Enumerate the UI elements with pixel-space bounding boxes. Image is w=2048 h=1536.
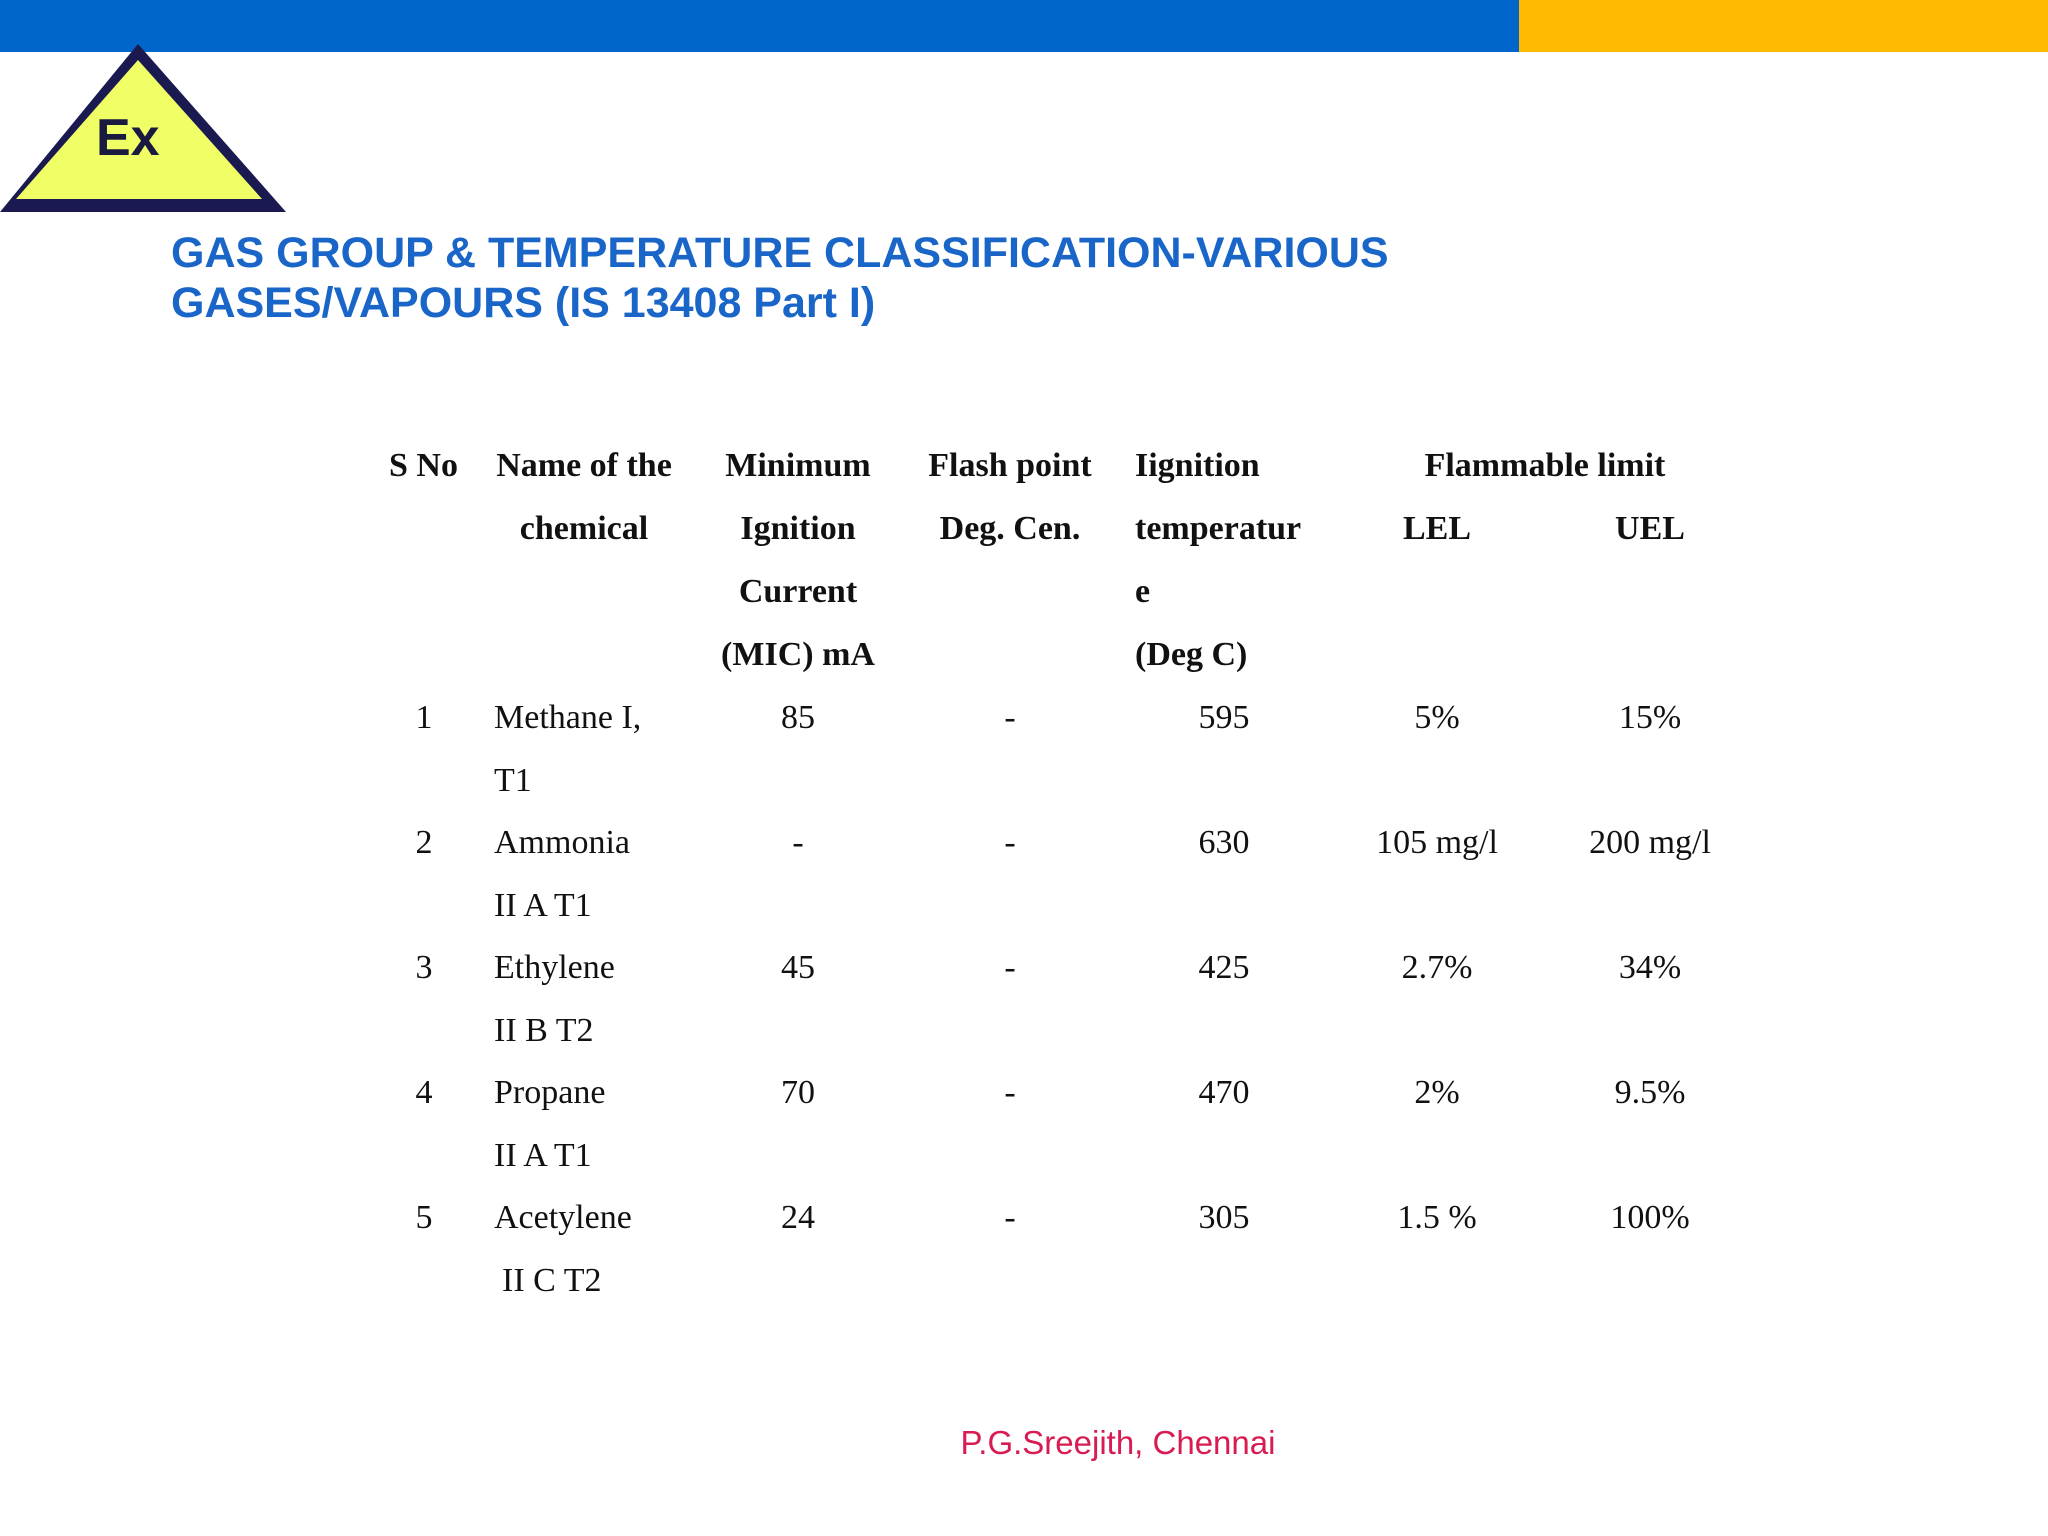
- row-uel: 100%: [1610, 1199, 1690, 1236]
- header-mic-line-3: Current: [738, 573, 858, 610]
- row-ignition-temp: 425: [1198, 949, 1250, 986]
- row-mic: 24: [781, 1199, 815, 1236]
- page-title-line-2: GASES/VAPOURS (IS 13408 Part I): [171, 279, 876, 327]
- row-mic: -: [792, 824, 804, 861]
- top-accent-bar: [0, 0, 2048, 52]
- row-ignition-temp: 470: [1198, 1074, 1250, 1111]
- row-sno: 5: [415, 1199, 433, 1236]
- row-lel: 105 mg/l: [1376, 824, 1498, 861]
- header-name-line-2: chemical: [519, 510, 649, 547]
- row-sno: 4: [415, 1074, 433, 1111]
- row-flash-point: -: [1004, 1074, 1016, 1111]
- row-chemical-name: Ammonia: [494, 824, 630, 861]
- header-sno: S No: [389, 447, 458, 484]
- header-mic-line-1: Minimum: [725, 447, 871, 484]
- row-flash-point: -: [1004, 824, 1016, 861]
- header-ignition-line-2: temperatur: [1135, 510, 1302, 547]
- header-ignition-line-4: (Deg C): [1135, 636, 1248, 673]
- row-sno: 1: [415, 699, 433, 736]
- row-gas-group-class: T1: [494, 762, 532, 799]
- gas-classification-table: S No Name of the chemical Minimum Igniti…: [389, 447, 1711, 1299]
- row-chemical-name: Propane: [494, 1074, 606, 1111]
- row-ignition-temp: 630: [1198, 824, 1250, 861]
- row-chemical-name: Acetylene: [494, 1199, 632, 1236]
- row-uel: 34%: [1618, 949, 1682, 986]
- page-title: GAS GROUP & TEMPERATURE CLASSIFICATION-V…: [171, 228, 1521, 328]
- header-ignition-line-3: e: [1135, 573, 1151, 610]
- top-bar-blue-segment: [0, 0, 1519, 52]
- row-ignition-temp: 595: [1198, 699, 1250, 736]
- header-flammable-limit: Flammable limit: [1424, 447, 1666, 484]
- header-mic-line-2: Ignition: [740, 510, 856, 547]
- row-ignition-temp: 305: [1198, 1199, 1250, 1236]
- row-gas-group-class: II A T1: [494, 887, 592, 924]
- row-gas-group-class: II C T2: [502, 1262, 602, 1299]
- row-lel: 1.5 %: [1397, 1199, 1477, 1236]
- row-gas-group-class: II B T2: [494, 1012, 594, 1049]
- row-sno: 2: [415, 824, 433, 861]
- row-gas-group-class: II A T1: [494, 1137, 592, 1174]
- header-ignition-line-1: Iignition: [1135, 447, 1260, 484]
- footer-credit: P.G.Sreejith, Chennai: [960, 1424, 1276, 1461]
- row-lel: 2.7%: [1401, 949, 1473, 986]
- ex-warning-triangle-icon: [0, 44, 286, 212]
- header-lel: LEL: [1402, 510, 1472, 547]
- row-sno: 3: [415, 949, 433, 986]
- row-mic: 45: [781, 949, 815, 986]
- ex-logo-label: Ex: [96, 109, 160, 167]
- row-mic: 85: [781, 699, 815, 736]
- row-uel: 9.5%: [1614, 1074, 1686, 1111]
- header-uel: UEL: [1615, 510, 1685, 547]
- row-lel: 5%: [1414, 699, 1460, 736]
- row-chemical-name: Methane I,: [494, 699, 642, 736]
- row-flash-point: -: [1004, 699, 1016, 736]
- row-mic: 70: [781, 1074, 815, 1111]
- row-uel: 15%: [1618, 699, 1682, 736]
- header-name-line-1: Name of the: [496, 447, 672, 484]
- header-flash-line-1: Flash point: [928, 447, 1092, 484]
- row-lel: 2%: [1414, 1074, 1460, 1111]
- row-chemical-name: Ethylene: [494, 949, 615, 986]
- row-flash-point: -: [1004, 949, 1016, 986]
- header-flash-line-2: Deg. Cen.: [939, 510, 1081, 547]
- row-flash-point: -: [1004, 1199, 1016, 1236]
- header-mic-line-4: (MIC) mA: [721, 636, 875, 673]
- page-title-line-1: GAS GROUP & TEMPERATURE CLASSIFICATION-V…: [171, 229, 1389, 277]
- top-bar-gold-segment: [1519, 0, 2048, 52]
- row-uel: 200 mg/l: [1589, 824, 1711, 861]
